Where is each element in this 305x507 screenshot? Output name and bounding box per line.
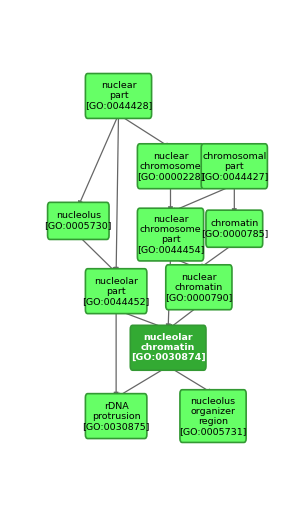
Text: nuclear
chromosome
[GO:0000228]: nuclear chromosome [GO:0000228] [137, 152, 204, 181]
FancyBboxPatch shape [137, 208, 204, 261]
Text: nuclear
part
[GO:0044428]: nuclear part [GO:0044428] [85, 82, 152, 111]
Text: rDNA
protrusion
[GO:0030875]: rDNA protrusion [GO:0030875] [82, 402, 150, 430]
Text: nuclear
chromatin
[GO:0000790]: nuclear chromatin [GO:0000790] [165, 273, 232, 302]
Text: nucleolus
organizer
region
[GO:0005731]: nucleolus organizer region [GO:0005731] [179, 396, 247, 436]
FancyBboxPatch shape [48, 202, 109, 239]
Text: nuclear
chromosome
part
[GO:0044454]: nuclear chromosome part [GO:0044454] [137, 215, 204, 254]
Text: chromatin
[GO:0000785]: chromatin [GO:0000785] [201, 219, 268, 238]
FancyBboxPatch shape [166, 265, 232, 310]
FancyBboxPatch shape [206, 210, 263, 247]
FancyBboxPatch shape [180, 390, 246, 443]
Text: nucleolar
part
[GO:0044452]: nucleolar part [GO:0044452] [82, 277, 150, 306]
FancyBboxPatch shape [85, 269, 147, 314]
FancyBboxPatch shape [201, 144, 267, 189]
Text: nucleolar
chromatin
[GO:0030874]: nucleolar chromatin [GO:0030874] [131, 333, 206, 363]
FancyBboxPatch shape [85, 74, 152, 119]
FancyBboxPatch shape [137, 144, 204, 189]
Text: chromosomal
part
[GO:0044427]: chromosomal part [GO:0044427] [201, 152, 268, 181]
Text: nucleolus
[GO:0005730]: nucleolus [GO:0005730] [45, 211, 112, 230]
FancyBboxPatch shape [85, 393, 147, 439]
FancyBboxPatch shape [130, 325, 206, 370]
